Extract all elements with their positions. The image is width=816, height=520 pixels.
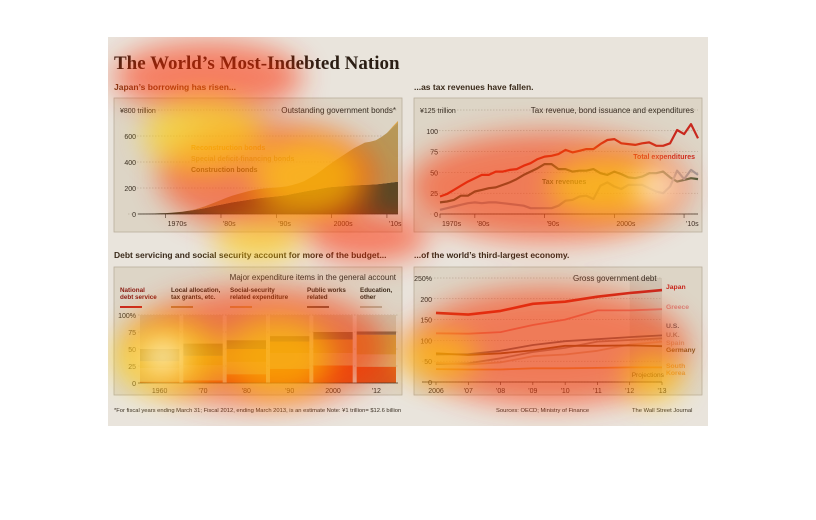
y-tick-label: 0	[132, 212, 136, 219]
chart-title: Tax revenue, bond issuance and expenditu…	[531, 106, 694, 115]
x-tick-label: '10	[561, 388, 570, 395]
series-label: U.S.	[666, 323, 679, 330]
gross-debt-chart: 0 50 100 150 200 250% Gross government debt Jap…	[413, 266, 703, 396]
y-tick-label: 50	[424, 359, 432, 366]
credit: The Wall Street Journal	[632, 408, 693, 414]
infographic: The World’s Most-Indebted Nation Japan’s…	[108, 37, 708, 426]
chart-title: Gross government debt	[573, 274, 657, 283]
series-label: Spain	[666, 340, 685, 347]
y-tick-label: 600	[124, 134, 136, 141]
x-tick-label: '08	[496, 388, 505, 395]
y-tick-label: 200	[420, 297, 432, 304]
y-tick-label: 100	[420, 338, 432, 345]
projection-label: Projections	[632, 372, 665, 379]
chart-title: Outstanding government bonds*	[281, 106, 396, 115]
y-tick-label: 100%	[118, 313, 136, 320]
x-tick-label: '10s	[686, 221, 699, 228]
sources: Sources: OECD; Ministry of Finance	[496, 408, 590, 414]
section-title-tax: ...as tax revenues have fallen.	[414, 82, 534, 92]
x-tick-label: '09	[528, 388, 537, 395]
y-unit-label: ¥125 trillion	[420, 108, 456, 115]
x-tick-label: '12	[625, 388, 634, 395]
y-tick-label: 200	[124, 186, 136, 193]
footnote: *For fiscal years ending March 31; Fisca…	[114, 408, 402, 414]
series-label: South Korea	[666, 363, 685, 377]
y-tick-label: 150	[420, 318, 432, 325]
chart-title: Major expenditure items in the general a…	[230, 273, 397, 282]
section-title-economy: ...of the world’s third-largest economy.	[414, 250, 570, 260]
x-tick-label: '13	[657, 388, 666, 395]
x-tick-label: 2006	[428, 388, 444, 395]
y-tick-label: 0	[428, 380, 432, 387]
x-tick-label: '11	[593, 388, 602, 395]
series-label: U.K.	[666, 332, 680, 339]
series-label: Greece	[666, 304, 689, 311]
y-tick-label: 250%	[414, 276, 432, 283]
series-label: Japan	[666, 284, 686, 291]
series-label: Germany	[666, 347, 696, 354]
y-tick-label: 400	[124, 160, 136, 167]
x-tick-label: '07	[464, 388, 473, 395]
